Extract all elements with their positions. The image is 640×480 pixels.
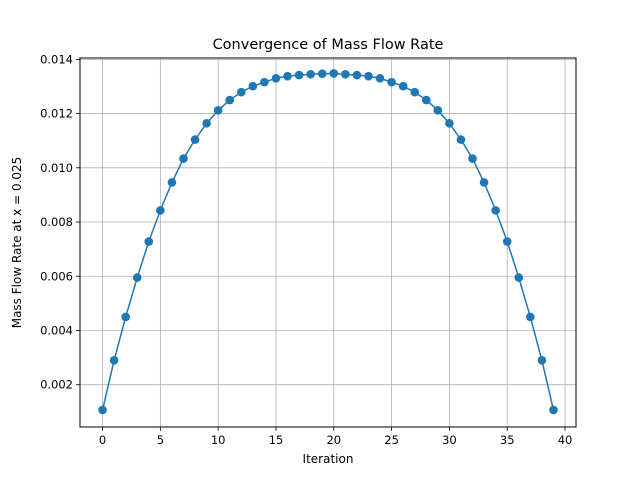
data-point [283, 71, 292, 81]
plot-series [98, 69, 558, 415]
data-point [179, 154, 188, 163]
grid [80, 58, 576, 427]
data-point [341, 69, 350, 79]
data-point [445, 119, 454, 128]
x-tick-label: 0 [99, 433, 106, 447]
data-point [260, 77, 269, 87]
x-tick-label: 30 [442, 433, 457, 447]
data-point [433, 106, 443, 115]
data-point [398, 81, 408, 91]
x-tick-label: 15 [269, 433, 284, 447]
x-tick-label: 20 [326, 433, 341, 447]
data-point [375, 74, 385, 83]
x-tick-label: 10 [211, 433, 226, 447]
data-point [236, 87, 246, 97]
y-tick-label: 0.004 [40, 323, 73, 337]
data-point [479, 178, 489, 187]
data-point [248, 81, 258, 91]
y-tick-label: 0.006 [40, 269, 73, 283]
data-point [202, 119, 211, 128]
axis-ticks: 0 5 10 15 20 25 30 35 40 0.002 0.004 0.006 0.008 0.01… [40, 52, 572, 447]
data-point [549, 405, 558, 415]
data-point [156, 206, 165, 215]
data-point [468, 154, 477, 163]
data-point [306, 69, 315, 79]
x-tick-label: 25 [384, 433, 399, 447]
data-point [456, 135, 466, 144]
y-tick-label: 0.014 [40, 52, 73, 66]
y-tick-label: 0.008 [40, 215, 73, 229]
data-point [329, 69, 339, 78]
data-point [387, 77, 396, 87]
data-point [352, 70, 362, 80]
data-point [225, 95, 235, 105]
data-point [98, 405, 107, 415]
y-tick-label: 0.012 [40, 107, 73, 121]
series-line [101, 72, 555, 411]
data-point [364, 71, 373, 81]
data-point [421, 95, 431, 105]
y-tick-label: 0.010 [40, 161, 73, 175]
chart-title: Convergence of Mass Flow Rate [213, 37, 444, 53]
data-point [271, 74, 281, 83]
x-tick-label: 35 [500, 433, 515, 447]
data-point [537, 356, 547, 365]
data-point [132, 273, 142, 282]
data-point [213, 106, 223, 115]
data-point [294, 70, 304, 80]
data-point [167, 178, 177, 187]
y-tick-label: 0.002 [40, 378, 73, 392]
data-point [491, 206, 500, 215]
data-point [109, 356, 119, 365]
x-tick-label: 5 [157, 433, 164, 447]
data-point [121, 312, 130, 322]
y-axis-label: Mass Flow Rate at x = 0.025 [10, 157, 24, 329]
data-point [502, 237, 512, 246]
x-axis-label: Iteration [303, 452, 354, 466]
data-point [144, 237, 154, 246]
data-point [317, 69, 327, 79]
data-point [190, 135, 200, 144]
data-point [514, 273, 524, 282]
data-point [526, 312, 535, 322]
plot-frame [79, 57, 577, 428]
x-tick-label: 40 [558, 433, 573, 447]
data-point [410, 87, 420, 97]
